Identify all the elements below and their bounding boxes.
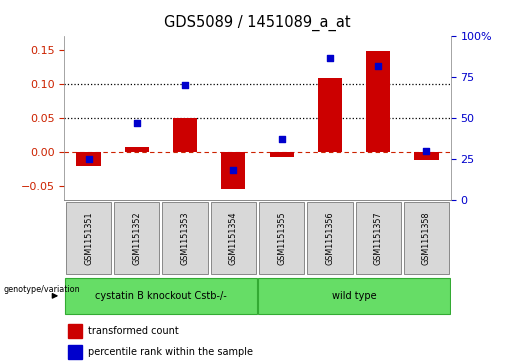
Text: GSM1151356: GSM1151356 bbox=[325, 211, 334, 265]
FancyBboxPatch shape bbox=[259, 278, 450, 314]
Bar bbox=[318, 78, 342, 152]
Text: GSM1151354: GSM1151354 bbox=[229, 211, 238, 265]
Bar bbox=[221, 152, 246, 189]
Text: wild type: wild type bbox=[332, 291, 376, 301]
Text: percentile rank within the sample: percentile rank within the sample bbox=[88, 347, 252, 357]
Text: cystatin B knockout Cstb-/-: cystatin B knockout Cstb-/- bbox=[95, 291, 227, 301]
FancyBboxPatch shape bbox=[259, 202, 304, 274]
Text: GDS5089 / 1451089_a_at: GDS5089 / 1451089_a_at bbox=[164, 15, 351, 31]
FancyBboxPatch shape bbox=[65, 278, 256, 314]
Point bbox=[278, 136, 286, 142]
FancyBboxPatch shape bbox=[114, 202, 160, 274]
FancyBboxPatch shape bbox=[66, 202, 111, 274]
FancyBboxPatch shape bbox=[307, 202, 353, 274]
FancyBboxPatch shape bbox=[162, 202, 208, 274]
Text: GSM1151351: GSM1151351 bbox=[84, 211, 93, 265]
Text: transformed count: transformed count bbox=[88, 326, 178, 336]
Point bbox=[374, 63, 382, 69]
Bar bbox=[68, 345, 82, 359]
FancyBboxPatch shape bbox=[404, 202, 449, 274]
Point bbox=[422, 148, 431, 154]
Bar bbox=[415, 152, 439, 160]
Point bbox=[229, 167, 237, 173]
Text: genotype/variation: genotype/variation bbox=[3, 285, 80, 294]
Text: GSM1151355: GSM1151355 bbox=[277, 211, 286, 265]
Bar bbox=[269, 152, 294, 158]
Point bbox=[181, 82, 189, 88]
Point bbox=[84, 156, 93, 162]
Text: GSM1151357: GSM1151357 bbox=[374, 211, 383, 265]
Point bbox=[133, 120, 141, 126]
Bar bbox=[68, 324, 82, 338]
Text: GSM1151353: GSM1151353 bbox=[181, 211, 190, 265]
FancyBboxPatch shape bbox=[211, 202, 256, 274]
FancyBboxPatch shape bbox=[355, 202, 401, 274]
Point bbox=[326, 54, 334, 60]
Bar bbox=[125, 147, 149, 152]
Bar bbox=[366, 51, 390, 152]
Text: GSM1151352: GSM1151352 bbox=[132, 211, 141, 265]
Text: GSM1151358: GSM1151358 bbox=[422, 211, 431, 265]
Bar bbox=[76, 152, 100, 166]
Bar bbox=[173, 118, 197, 152]
